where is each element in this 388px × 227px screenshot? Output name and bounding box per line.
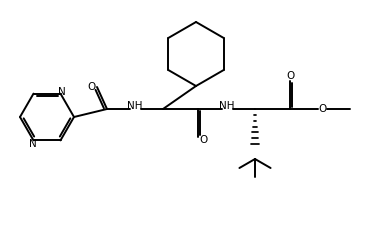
Text: O: O bbox=[200, 134, 208, 144]
Text: O: O bbox=[287, 71, 295, 81]
Text: NH: NH bbox=[219, 101, 235, 111]
Text: O: O bbox=[319, 104, 327, 114]
Text: NH: NH bbox=[127, 101, 143, 111]
Text: O: O bbox=[87, 82, 95, 92]
Text: N: N bbox=[29, 139, 36, 149]
Text: N: N bbox=[58, 86, 65, 96]
